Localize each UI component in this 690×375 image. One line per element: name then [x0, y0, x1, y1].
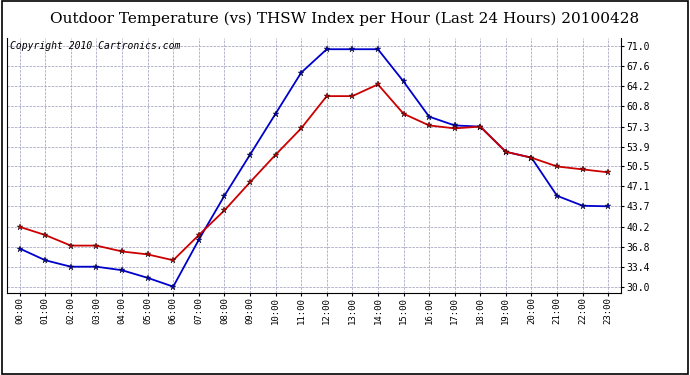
- Text: Outdoor Temperature (vs) THSW Index per Hour (Last 24 Hours) 20100428: Outdoor Temperature (vs) THSW Index per …: [50, 11, 640, 26]
- Text: Copyright 2010 Cartronics.com: Copyright 2010 Cartronics.com: [10, 41, 180, 51]
